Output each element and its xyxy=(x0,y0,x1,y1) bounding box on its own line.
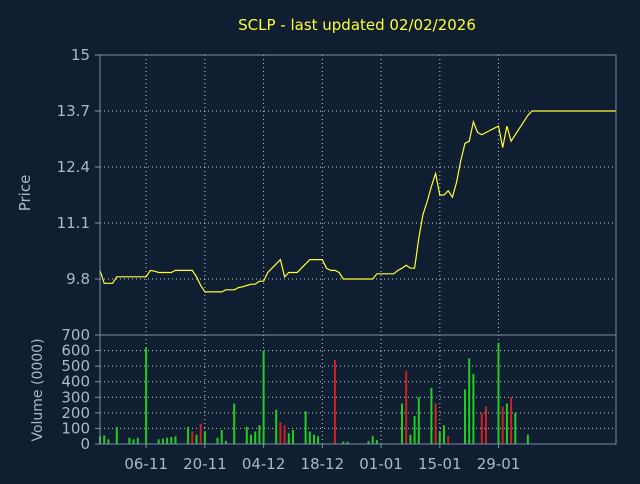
volume-bar xyxy=(526,434,529,444)
volume-bar xyxy=(346,441,349,444)
volume-bar xyxy=(287,433,290,444)
volume-y-tick-label: 300 xyxy=(61,388,90,406)
volume-bar xyxy=(191,431,194,444)
x-tick-label: 20-11 xyxy=(183,455,227,473)
volume-bar xyxy=(103,435,106,444)
volume-bar xyxy=(157,439,160,444)
volume-bar xyxy=(199,423,202,444)
volume-bar xyxy=(258,425,261,444)
volume-bar xyxy=(317,436,320,444)
volume-bar xyxy=(443,425,445,444)
volume-bar xyxy=(434,403,437,444)
volume-bar xyxy=(145,347,148,444)
volume-bar xyxy=(279,422,282,444)
volume-bars xyxy=(99,342,529,444)
x-axis-ticks: 06-11 20-11 04-12 18-12 01-01 15-01 29-01 xyxy=(124,444,520,473)
volume-bar xyxy=(220,430,223,444)
volume-bar xyxy=(308,431,311,444)
price-series-line xyxy=(99,110,616,293)
volume-bar xyxy=(401,403,403,444)
volume-bar xyxy=(283,425,286,444)
volume-bar xyxy=(447,436,450,444)
volume-y-tick-label: 500 xyxy=(61,357,90,375)
volume-y-tick-label: 700 xyxy=(61,326,90,344)
volume-bar xyxy=(132,439,135,444)
volume-bar xyxy=(367,440,370,444)
volume-bar xyxy=(313,434,315,444)
volume-bar xyxy=(497,342,500,444)
volume-y-tick-label: 100 xyxy=(61,419,90,437)
volume-bar xyxy=(464,389,466,444)
volume-bar xyxy=(115,426,118,444)
volume-bar xyxy=(245,426,248,444)
volume-bar xyxy=(430,387,433,444)
volume-y-tick-label: 400 xyxy=(61,373,90,391)
volume-bar xyxy=(510,397,513,444)
volume-bar xyxy=(107,439,110,444)
volume-bar xyxy=(161,438,164,444)
volume-bar xyxy=(216,437,219,444)
volume-bar xyxy=(413,416,416,444)
volume-y-tick-label: 600 xyxy=(61,342,90,360)
volume-bar xyxy=(501,406,504,444)
volume-bar xyxy=(438,431,441,444)
volume-bar xyxy=(262,350,265,444)
price-y-tick-label: 9.8 xyxy=(66,270,90,288)
x-tick-label: 18-12 xyxy=(301,455,345,473)
volume-axis-label: Volume (0000) xyxy=(30,338,46,441)
x-tick-label: 15-01 xyxy=(418,455,462,473)
volume-plot-frame xyxy=(99,334,617,445)
volume-bar xyxy=(480,412,483,444)
volume-bar xyxy=(304,411,307,444)
price-y-tick-label: 15 xyxy=(71,46,90,64)
price-y-tick-label: 13.7 xyxy=(57,102,90,120)
volume-bar xyxy=(485,406,487,444)
volume-bar xyxy=(333,359,336,444)
x-tick-label: 01-01 xyxy=(359,455,403,473)
price-y-tick-label: 11.1 xyxy=(57,214,90,232)
volume-bar xyxy=(203,431,206,444)
volume-bar xyxy=(472,373,475,444)
volume-bar xyxy=(254,431,257,444)
volume-y-tick-label: 200 xyxy=(61,404,90,422)
volume-bar xyxy=(250,434,252,444)
volume-bar xyxy=(375,440,378,444)
volume-bar xyxy=(233,403,236,444)
x-tick-label: 04-12 xyxy=(242,455,286,473)
volume-y-tick-label: 0 xyxy=(80,435,90,453)
price-y-ticks: 15 13.7 12.4 11.1 9.8 xyxy=(57,46,100,288)
volume-bar xyxy=(136,437,139,444)
volume-bar xyxy=(409,434,412,444)
price-y-tick-label: 12.4 xyxy=(57,158,90,176)
volume-bar xyxy=(292,430,294,444)
price-axis-label: Price xyxy=(16,175,34,212)
chart-title: SCLP - last updated 02/02/2026 xyxy=(238,16,476,34)
volume-bar xyxy=(174,436,177,444)
volume-bar xyxy=(275,409,278,444)
volume-bar xyxy=(187,426,190,444)
volume-bar xyxy=(195,434,198,444)
volume-bar xyxy=(170,437,173,444)
x-tick-label: 29-01 xyxy=(477,455,521,473)
volume-bar xyxy=(514,412,517,444)
volume-bar xyxy=(128,437,131,444)
x-tick-label: 06-11 xyxy=(124,455,168,473)
volume-bar xyxy=(405,370,408,444)
volume-bar xyxy=(166,437,169,444)
volume-bar xyxy=(505,403,508,444)
volume-bar xyxy=(417,397,420,444)
volume-bar xyxy=(342,441,345,444)
volume-bar xyxy=(371,436,374,444)
volume-bar xyxy=(224,440,227,444)
volume-bar xyxy=(468,358,471,444)
